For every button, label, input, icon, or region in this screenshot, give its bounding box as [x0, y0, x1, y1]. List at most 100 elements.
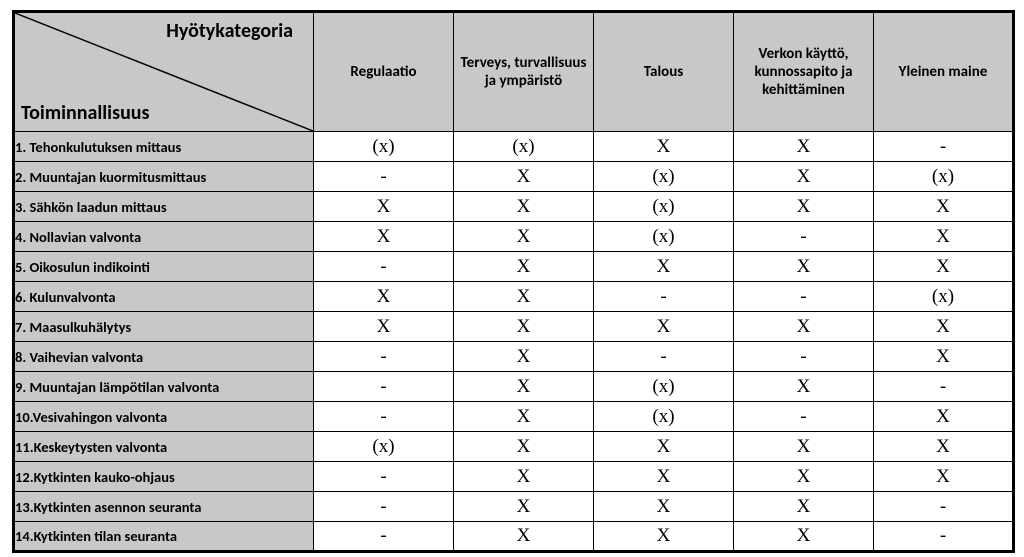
cell: - [314, 342, 454, 372]
cell: - [314, 402, 454, 432]
cell: X [874, 192, 1014, 222]
cell: - [874, 132, 1014, 162]
cell: X [874, 312, 1014, 342]
row-label: 5. Oikosulun indikointi [14, 252, 314, 282]
row-label: 14.Kytkinten tilan seuranta [14, 522, 314, 552]
cell: - [874, 492, 1014, 522]
cell: (x) [594, 192, 734, 222]
cell: X [454, 462, 594, 492]
cell: X [314, 282, 454, 312]
cell: X [454, 402, 594, 432]
col-header: Yleinen maine [874, 12, 1014, 132]
cell: X [734, 312, 874, 342]
col-header: Verkon käyttö, kunnossapito ja kehittämi… [734, 12, 874, 132]
row-label: 12.Kytkinten kauko-ohjaus [14, 462, 314, 492]
header-row: Hyötykategoria Toiminnallisuus Regulaati… [14, 12, 1014, 132]
cell: X [454, 162, 594, 192]
cell: X [594, 462, 734, 492]
cell: X [734, 192, 874, 222]
table-row: 7. MaasulkuhälytysXXXXX [14, 312, 1014, 342]
cell: - [874, 522, 1014, 552]
table-row: 5. Oikosulun indikointi-XXXX [14, 252, 1014, 282]
cell: X [734, 132, 874, 162]
row-label: 7. Maasulkuhälytys [14, 312, 314, 342]
cell: X [734, 462, 874, 492]
table-row: 2. Muuntajan kuormitusmittaus-X(x)X(x) [14, 162, 1014, 192]
cell: (x) [594, 402, 734, 432]
cell: X [314, 312, 454, 342]
cell: - [314, 162, 454, 192]
cell: X [734, 372, 874, 402]
cell: - [314, 462, 454, 492]
cell: X [734, 522, 874, 552]
cell: X [874, 432, 1014, 462]
cell: X [594, 132, 734, 162]
table-row: 3. Sähkön laadun mittausXX(x)XX [14, 192, 1014, 222]
cell: - [594, 282, 734, 312]
table-row: 6. KulunvalvontaXX--(x) [14, 282, 1014, 312]
cell: (x) [874, 282, 1014, 312]
row-label: 6. Kulunvalvonta [14, 282, 314, 312]
col-header: Talous [594, 12, 734, 132]
row-label: 3. Sähkön laadun mittaus [14, 192, 314, 222]
row-label: 8. Vaihevian valvonta [14, 342, 314, 372]
cell: X [454, 522, 594, 552]
cell: X [454, 372, 594, 402]
cell: X [734, 252, 874, 282]
cell: X [454, 492, 594, 522]
cell: X [874, 402, 1014, 432]
cell: X [454, 192, 594, 222]
corner-header: Hyötykategoria Toiminnallisuus [14, 12, 314, 132]
cell: - [314, 372, 454, 402]
cell: X [734, 432, 874, 462]
col-header: Regulaatio [314, 12, 454, 132]
cell: X [454, 342, 594, 372]
cell: X [874, 342, 1014, 372]
table-row: 11.Keskeytysten valvonta(x)XXXX [14, 432, 1014, 462]
cell: - [874, 372, 1014, 402]
cell: X [454, 252, 594, 282]
cell: X [594, 522, 734, 552]
row-label: 4. Nollavian valvonta [14, 222, 314, 252]
row-label: 1. Tehonkulutuksen mittaus [14, 132, 314, 162]
cell: X [314, 192, 454, 222]
cell: - [314, 492, 454, 522]
cell: (x) [874, 162, 1014, 192]
cell: X [874, 222, 1014, 252]
cell: X [594, 252, 734, 282]
row-label: 9. Muuntajan lämpötilan valvonta [14, 372, 314, 402]
row-label: 10.Vesivahingon valvonta [14, 402, 314, 432]
table-row: 10.Vesivahingon valvonta-X(x)-X [14, 402, 1014, 432]
table-row: 8. Vaihevian valvonta-X--X [14, 342, 1014, 372]
cell: - [734, 402, 874, 432]
cell: - [734, 342, 874, 372]
corner-top-label: Hyötykategoria [166, 19, 293, 43]
cell: (x) [594, 162, 734, 192]
table-body: 1. Tehonkulutuksen mittaus(x)(x)XX- 2. M… [14, 132, 1014, 552]
table-container: Hyötykategoria Toiminnallisuus Regulaati… [0, 0, 1024, 557]
table-row: 14.Kytkinten tilan seuranta-XXX- [14, 522, 1014, 552]
table-row: 13.Kytkinten asennon seuranta-XXX- [14, 492, 1014, 522]
cell: X [454, 282, 594, 312]
cell: - [314, 252, 454, 282]
cell: (x) [594, 222, 734, 252]
table-row: 9. Muuntajan lämpötilan valvonta-X(x)X- [14, 372, 1014, 402]
cell: (x) [454, 132, 594, 162]
table-row: 1. Tehonkulutuksen mittaus(x)(x)XX- [14, 132, 1014, 162]
benefit-matrix-table: Hyötykategoria Toiminnallisuus Regulaati… [12, 10, 1015, 553]
cell: (x) [314, 132, 454, 162]
cell: X [594, 492, 734, 522]
table-row: 4. Nollavian valvontaXX(x)-X [14, 222, 1014, 252]
col-header: Terveys, turvallisuus ja ympäristö [454, 12, 594, 132]
row-label: 13.Kytkinten asennon seuranta [14, 492, 314, 522]
cell: X [454, 312, 594, 342]
corner-bottom-label: Toiminnallisuus [21, 101, 150, 125]
cell: X [454, 222, 594, 252]
row-label: 11.Keskeytysten valvonta [14, 432, 314, 462]
cell: - [594, 342, 734, 372]
cell: X [314, 222, 454, 252]
cell: X [734, 492, 874, 522]
cell: - [734, 282, 874, 312]
cell: (x) [594, 372, 734, 402]
cell: X [594, 312, 734, 342]
